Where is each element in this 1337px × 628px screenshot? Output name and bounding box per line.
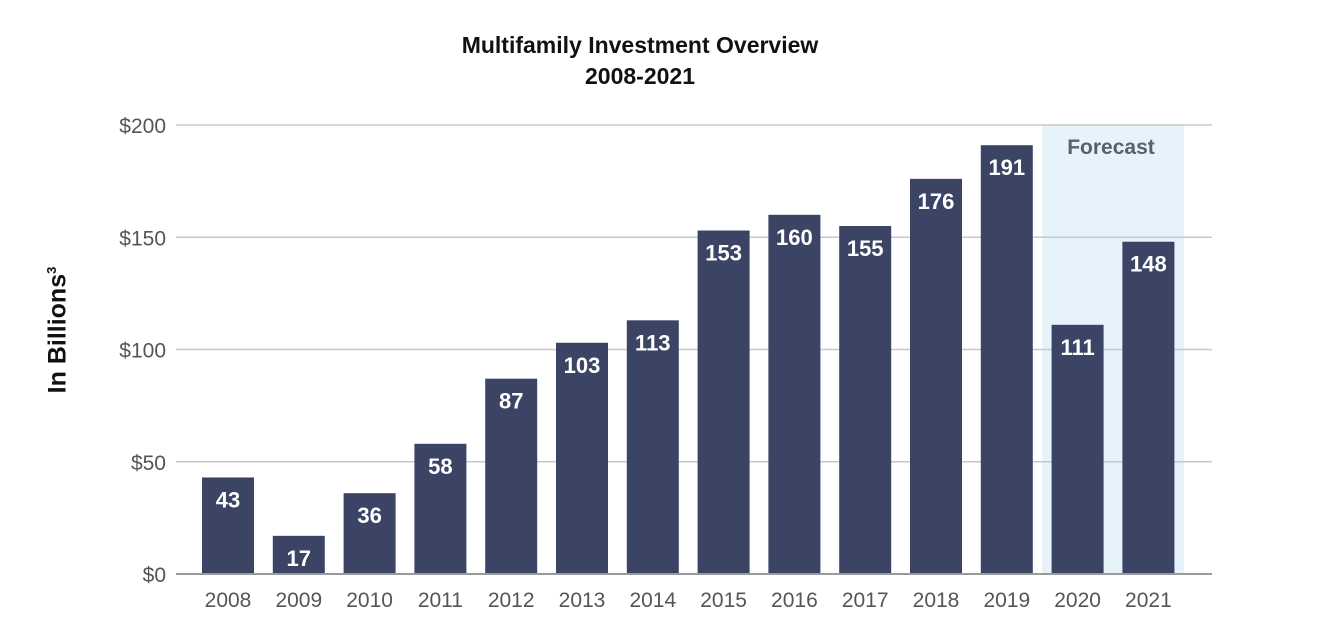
x-tick-label: 2014 <box>629 589 676 612</box>
data-label: 148 <box>1130 252 1167 277</box>
data-label: 160 <box>776 225 813 250</box>
x-tick-label: 2018 <box>913 589 960 612</box>
bar <box>980 145 1033 574</box>
data-label: 176 <box>918 189 955 214</box>
x-tick-label: 2012 <box>488 589 535 612</box>
x-tick-label: 2016 <box>771 589 818 612</box>
forecast-label: Forecast <box>1067 136 1155 159</box>
bar <box>1051 324 1104 574</box>
x-tick-label: 2020 <box>1054 589 1101 612</box>
bar <box>343 493 396 574</box>
bar <box>697 230 750 574</box>
data-label: 191 <box>988 155 1025 180</box>
chart-title: Multifamily Investment Overview <box>461 32 819 58</box>
bar <box>414 443 467 574</box>
bar <box>485 378 538 574</box>
y-tick-label: $150 <box>119 227 166 250</box>
bar <box>626 320 679 574</box>
data-label: 103 <box>564 353 601 378</box>
x-tick-label: 2009 <box>275 589 322 612</box>
x-tick-label: 2019 <box>983 589 1030 612</box>
x-tick-label: 2021 <box>1125 589 1172 612</box>
y-tick-label: $100 <box>119 340 166 363</box>
bar <box>202 477 254 574</box>
x-tick-label: 2008 <box>205 589 252 612</box>
bar <box>556 342 608 574</box>
x-tick-label: 2017 <box>842 589 889 612</box>
data-label: 87 <box>499 389 523 414</box>
data-label: 36 <box>357 503 381 528</box>
bar <box>839 226 892 574</box>
x-tick-label: 2010 <box>346 589 393 612</box>
data-label: 43 <box>216 487 240 512</box>
x-tick-label: 2011 <box>418 589 463 612</box>
data-label: 58 <box>428 454 452 479</box>
bar <box>910 178 962 574</box>
y-tick-label: $50 <box>131 452 166 475</box>
x-tick-label: 2015 <box>700 589 747 612</box>
data-label: 111 <box>1060 335 1094 360</box>
bar <box>768 214 821 575</box>
chart-subtitle: 2008-2021 <box>585 63 695 89</box>
bar <box>272 535 325 574</box>
bar <box>1122 241 1175 575</box>
data-label: 113 <box>635 330 671 355</box>
y-tick-label: $0 <box>143 564 166 587</box>
data-label: 17 <box>287 546 311 571</box>
y-tick-label: $200 <box>119 115 166 138</box>
data-label: 155 <box>847 236 884 261</box>
x-tick-label: 2013 <box>559 589 606 612</box>
data-label: 153 <box>705 241 742 266</box>
